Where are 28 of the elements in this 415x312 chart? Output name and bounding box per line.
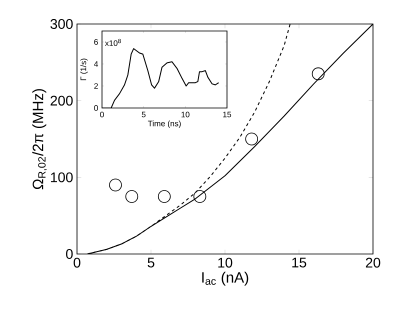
y-tick-label: 300	[50, 19, 73, 29]
y-tick-label: 6	[94, 39, 98, 45]
x-tick-label: 5	[148, 258, 154, 268]
annotation: x10$^{8}$	[105, 38, 121, 46]
y-tick-label: 0	[66, 249, 73, 259]
y-tick-label: 100	[50, 172, 73, 182]
x-tick-label: 20	[366, 258, 380, 268]
y-axis-title: Γ (1/s)	[80, 58, 88, 80]
point	[109, 178, 122, 192]
x-axis-title: I$_{ac}$ (nA)	[202, 272, 248, 286]
y-tick-label: 4	[94, 61, 98, 67]
point	[158, 190, 171, 203]
x-tick-label: 0	[74, 258, 80, 268]
x-tick-label: 15	[292, 258, 306, 268]
y-axis-title: Ω$_{R,02}$/2π (MHz)	[32, 89, 47, 190]
y-tick-label: 0	[94, 105, 98, 111]
point	[312, 67, 325, 80]
x-tick-label: 5	[142, 112, 146, 118]
x-tick-label: 0	[100, 112, 104, 118]
x-tick-label: 15	[223, 112, 232, 118]
point	[125, 190, 138, 203]
point	[245, 132, 258, 146]
x-tick-label: 10	[218, 258, 232, 268]
x-axis-title: Time (ns)	[148, 120, 181, 128]
y-tick-label: 2	[94, 83, 98, 89]
x-tick-label: 10	[182, 112, 190, 118]
y-tick-label: 200	[50, 96, 73, 106]
point	[193, 190, 206, 203]
